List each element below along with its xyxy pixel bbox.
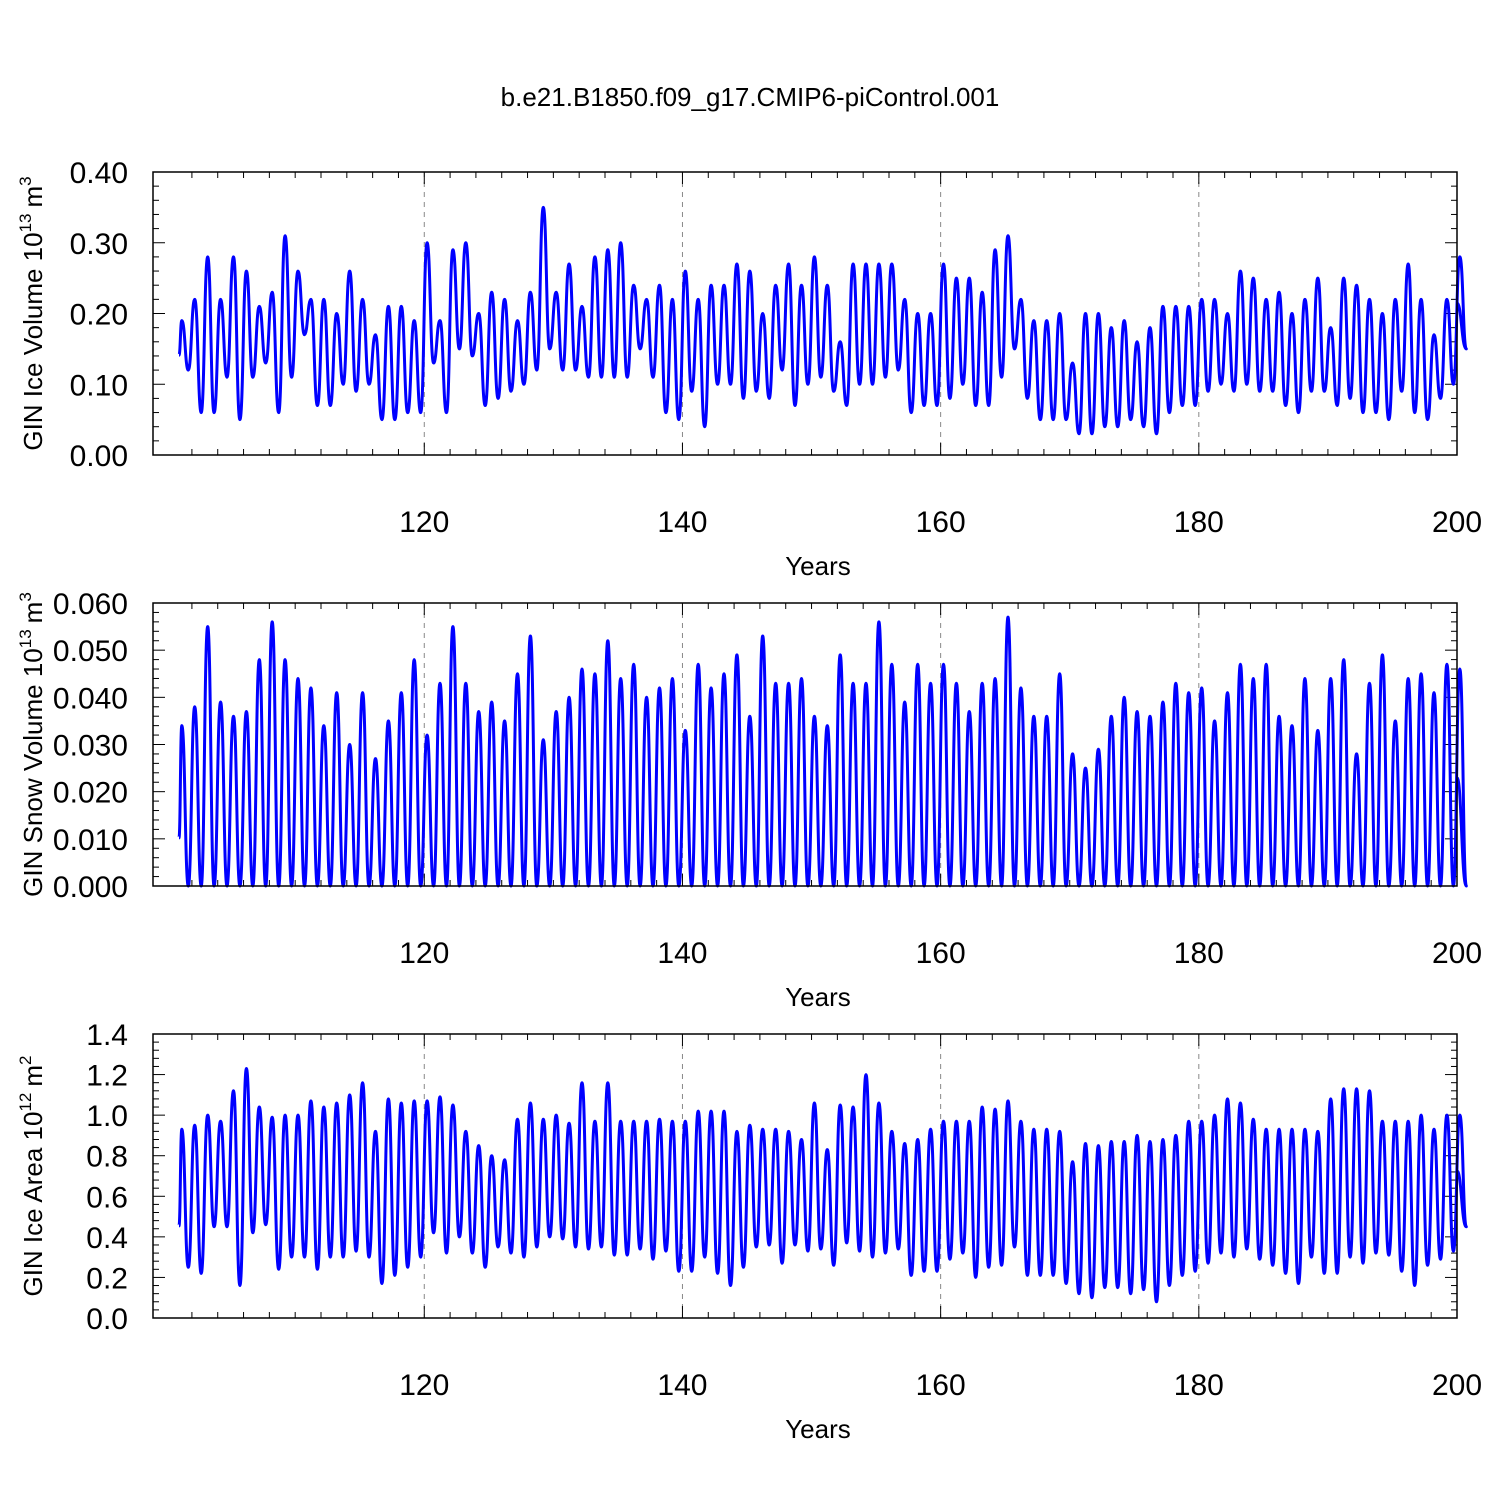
x-tick-label: 160 bbox=[916, 1369, 966, 1402]
panel-1: 0.00 0.10 0.20 0.30 0.40 120 140 160 180 200 Years… bbox=[16, 157, 1482, 581]
y-tick-label: 0.20 bbox=[70, 299, 128, 332]
plot-frame bbox=[152, 602, 1458, 887]
x-tick-label: 120 bbox=[399, 937, 449, 970]
y-axis-label-main: GIN Snow Volume 10 bbox=[18, 648, 48, 897]
y-tick-label: 1.4 bbox=[86, 1019, 128, 1052]
figure-title: b.e21.B1850.f09_g17.CMIP6-piControl.001 bbox=[501, 82, 1000, 112]
panel-3: 0.0 0.2 0.4 0.6 0.8 1.0 1.2 1.4 120 140 160 180 200 Y… bbox=[16, 1019, 1482, 1444]
y-axis-label-unit: m bbox=[18, 1065, 48, 1087]
x-tick-label: 200 bbox=[1432, 937, 1482, 970]
y-tick-label: 1.0 bbox=[86, 1100, 128, 1133]
y-tick-label: 0.050 bbox=[53, 635, 128, 668]
y-tick-label: 0.4 bbox=[86, 1222, 128, 1255]
x-tick-label: 120 bbox=[399, 1369, 449, 1402]
x-tick-label: 120 bbox=[399, 506, 449, 539]
x-tick-label: 160 bbox=[916, 937, 966, 970]
y-axis-label-unit-exponent: 2 bbox=[16, 1055, 35, 1064]
y-tick-label: 0.8 bbox=[86, 1141, 128, 1174]
x-axis-label: Years bbox=[785, 1414, 851, 1444]
y-axis-label-unit-exponent: 3 bbox=[16, 176, 35, 185]
y-tick-label: 0.030 bbox=[53, 730, 128, 763]
y-tick-label: 0.2 bbox=[86, 1262, 128, 1295]
x-tick-label: 140 bbox=[657, 1369, 707, 1402]
x-tick-label: 180 bbox=[1174, 506, 1224, 539]
y-tick-label: 0.00 bbox=[70, 440, 128, 473]
y-axis-label-exponent: 13 bbox=[16, 213, 35, 232]
y-axis-label-unit: m bbox=[18, 186, 48, 208]
y-tick-label: 0.40 bbox=[70, 157, 128, 190]
x-tick-label: 140 bbox=[657, 506, 707, 539]
y-axis-label: GIN Snow Volume 1013 m3 bbox=[16, 592, 48, 897]
y-axis-label: GIN Ice Area 1012 m2 bbox=[16, 1055, 48, 1296]
y-axis-label: GIN Ice Volume 1013 m3 bbox=[16, 176, 48, 450]
series-line-1 bbox=[177, 205, 1468, 436]
plot-frame bbox=[152, 171, 1458, 456]
y-axis-label-unit: m bbox=[18, 602, 48, 624]
x-axis-label: Years bbox=[785, 551, 851, 581]
x-tick-label: 180 bbox=[1174, 1369, 1224, 1402]
y-tick-label: 0.6 bbox=[86, 1181, 128, 1214]
x-tick-label: 180 bbox=[1174, 937, 1224, 970]
y-axis-label-unit-exponent: 3 bbox=[16, 592, 35, 601]
x-tick-label: 160 bbox=[916, 506, 966, 539]
series-line-3 bbox=[177, 1067, 1468, 1304]
y-tick-label: 0.10 bbox=[70, 369, 128, 402]
y-tick-label: 0.000 bbox=[53, 871, 128, 904]
panel-2: 0.000 0.010 0.020 0.030 0.040 0.050 0.060 120 14… bbox=[16, 588, 1482, 1012]
y-tick-label: 0.0 bbox=[86, 1303, 128, 1336]
y-axis-label-exponent: 12 bbox=[16, 1093, 35, 1112]
plot-frame bbox=[152, 1033, 1458, 1319]
y-tick-label: 0.010 bbox=[53, 824, 128, 857]
y-tick-label: 0.30 bbox=[70, 228, 128, 261]
x-tick-label: 140 bbox=[657, 937, 707, 970]
y-axis-label-main: GIN Ice Volume 10 bbox=[18, 232, 48, 450]
y-axis-label-main: GIN Ice Area 10 bbox=[18, 1112, 48, 1297]
x-tick-label: 200 bbox=[1432, 1369, 1482, 1402]
y-tick-label: 0.020 bbox=[53, 777, 128, 810]
y-axis-label-exponent: 13 bbox=[16, 629, 35, 648]
y-tick-label: 1.2 bbox=[86, 1060, 128, 1093]
x-tick-label: 200 bbox=[1432, 506, 1482, 539]
y-tick-label: 0.060 bbox=[53, 588, 128, 621]
x-axis-label: Years bbox=[785, 982, 851, 1012]
y-tick-label: 0.040 bbox=[53, 682, 128, 715]
series-line-2 bbox=[177, 615, 1468, 888]
